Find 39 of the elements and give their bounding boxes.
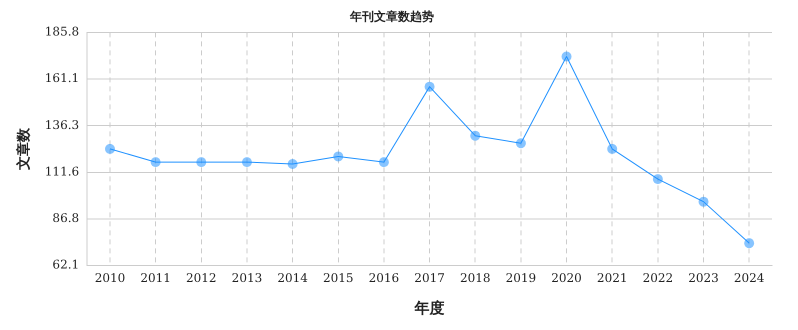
point bbox=[744, 238, 754, 248]
x-tick-label: 2014 bbox=[277, 270, 308, 285]
x-tick-label: 2011 bbox=[140, 270, 171, 285]
x-tick-label: 2023 bbox=[688, 270, 719, 285]
x-tick-label: 2019 bbox=[506, 270, 536, 285]
y-tick-label: 111.6 bbox=[44, 164, 80, 178]
point bbox=[562, 52, 572, 62]
point bbox=[150, 157, 161, 168]
x-tick-label: 2024 bbox=[734, 270, 765, 285]
point bbox=[378, 157, 389, 168]
y-tick-label: 161.1 bbox=[44, 71, 80, 86]
x-tick-label: 2013 bbox=[232, 270, 262, 285]
point bbox=[196, 157, 206, 168]
chart-title: 年刊文章数趋势 bbox=[349, 9, 434, 24]
point bbox=[333, 151, 344, 162]
x-tick-label: 2017 bbox=[414, 270, 445, 285]
point bbox=[104, 144, 115, 154]
x-axis-title: 年度 bbox=[414, 298, 445, 317]
point bbox=[288, 158, 298, 169]
x-tick-label: 2021 bbox=[596, 270, 628, 285]
x-tick-label: 2022 bbox=[642, 270, 674, 285]
point bbox=[470, 130, 480, 141]
x-tick-label: 2015 bbox=[322, 270, 354, 285]
point bbox=[652, 174, 663, 184]
y-tick-label: 62.1 bbox=[52, 258, 80, 272]
x-tick-label: 2012 bbox=[186, 270, 217, 285]
y-tick-label: 86.8 bbox=[52, 211, 80, 226]
x-tick-label: 2010 bbox=[94, 270, 126, 285]
point bbox=[424, 82, 435, 92]
x-tick-label: 2018 bbox=[460, 270, 491, 285]
y-tick-label: 185.8 bbox=[44, 24, 80, 39]
y-tick-label: 136.3 bbox=[44, 118, 80, 132]
point bbox=[242, 157, 252, 168]
point bbox=[607, 144, 618, 154]
y-axis-title: 文章数 bbox=[15, 127, 32, 171]
x-tick-label: 2016 bbox=[368, 270, 400, 285]
x-tick-label: 2020 bbox=[551, 270, 582, 285]
point bbox=[516, 138, 526, 148]
point bbox=[698, 196, 709, 207]
